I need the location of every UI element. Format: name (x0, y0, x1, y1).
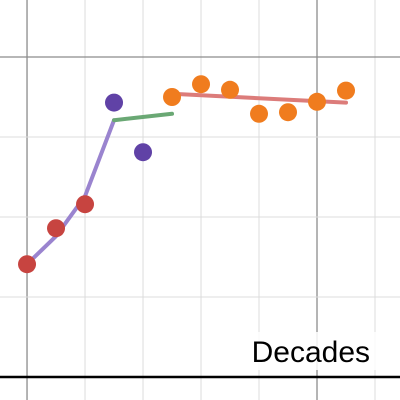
label-backdrop (236, 332, 376, 370)
data-point (76, 195, 95, 214)
data-point (308, 92, 327, 111)
data-point (105, 93, 124, 112)
data-point (163, 88, 182, 106)
data-point (18, 255, 37, 274)
data-point (279, 103, 298, 122)
data-point (192, 75, 211, 94)
data-point (47, 219, 66, 238)
data-point (337, 81, 356, 100)
data-point (221, 80, 240, 99)
data-point (250, 104, 269, 123)
fit-line (25, 118, 117, 267)
data-point (134, 143, 153, 162)
axis-label: Decades (252, 336, 370, 369)
marks (18, 75, 356, 274)
fit-line (112, 111, 175, 123)
